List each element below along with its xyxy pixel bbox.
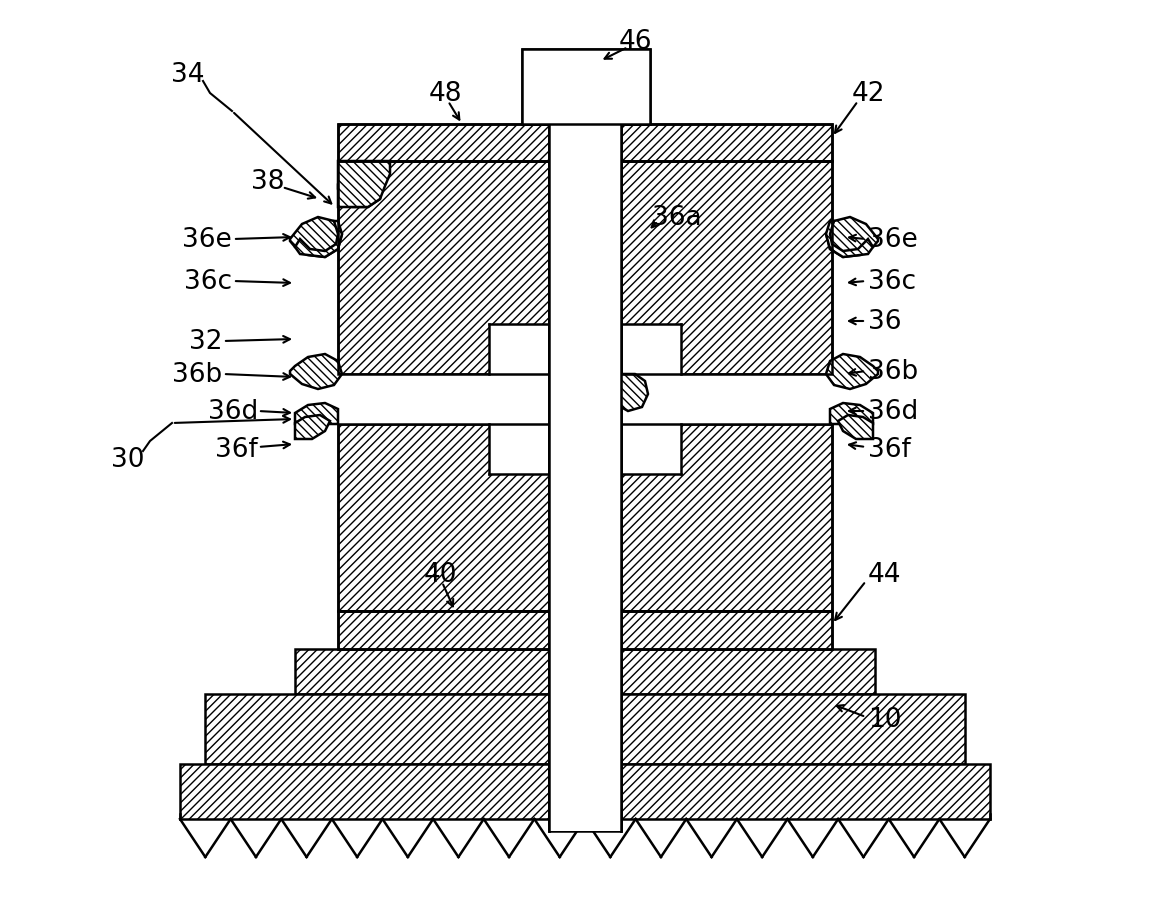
Bar: [489, 324, 549, 377]
Polygon shape: [826, 221, 873, 257]
Polygon shape: [826, 355, 878, 390]
Text: 36b: 36b: [172, 361, 222, 388]
Bar: [549, 650, 621, 824]
Text: 36e: 36e: [869, 227, 918, 253]
Bar: [621, 162, 832, 375]
Polygon shape: [290, 355, 343, 390]
Bar: [295, 650, 876, 694]
Polygon shape: [830, 403, 873, 425]
Bar: [549, 423, 621, 611]
Text: 30: 30: [111, 447, 145, 472]
Polygon shape: [295, 403, 338, 425]
Bar: [338, 611, 832, 650]
Text: 36c: 36c: [869, 268, 916, 295]
Bar: [621, 324, 682, 377]
Bar: [338, 162, 549, 375]
Bar: [549, 65, 621, 831]
Bar: [549, 160, 621, 375]
Bar: [338, 125, 832, 162]
Text: 48: 48: [428, 81, 462, 107]
Polygon shape: [205, 694, 964, 765]
Text: 38: 38: [251, 169, 285, 195]
Bar: [621, 425, 832, 611]
Bar: [338, 125, 832, 162]
Polygon shape: [338, 162, 390, 208]
Bar: [621, 375, 832, 425]
Text: 36d: 36d: [869, 399, 919, 425]
Text: 32: 32: [188, 329, 222, 355]
Text: 36e: 36e: [182, 227, 231, 253]
Text: 36f: 36f: [215, 437, 258, 462]
Text: 36f: 36f: [869, 437, 911, 462]
Text: 10: 10: [869, 706, 901, 732]
Bar: [338, 611, 832, 650]
Text: 36d: 36d: [208, 399, 258, 425]
Bar: [621, 425, 832, 611]
Bar: [489, 423, 549, 474]
Bar: [549, 123, 621, 162]
Bar: [338, 425, 549, 611]
Bar: [338, 375, 549, 425]
Bar: [621, 423, 682, 474]
Text: 46: 46: [618, 29, 652, 55]
Polygon shape: [295, 415, 330, 439]
Polygon shape: [826, 218, 878, 257]
Bar: [621, 162, 832, 375]
Text: 36c: 36c: [184, 268, 231, 295]
Bar: [523, 50, 650, 125]
Bar: [180, 765, 990, 819]
Bar: [549, 611, 621, 650]
Text: 40: 40: [423, 562, 457, 587]
Text: 36b: 36b: [869, 358, 919, 384]
Text: 34: 34: [171, 62, 205, 88]
Bar: [523, 50, 650, 125]
Text: 36: 36: [869, 309, 901, 335]
Polygon shape: [838, 415, 873, 439]
Text: 42: 42: [851, 81, 885, 107]
Bar: [338, 425, 549, 611]
Polygon shape: [295, 221, 343, 257]
Text: 44: 44: [869, 562, 901, 587]
Bar: [549, 65, 621, 831]
Polygon shape: [338, 165, 383, 208]
Bar: [338, 162, 549, 375]
Polygon shape: [290, 218, 343, 257]
Text: 36a: 36a: [652, 205, 701, 231]
Polygon shape: [621, 375, 648, 412]
